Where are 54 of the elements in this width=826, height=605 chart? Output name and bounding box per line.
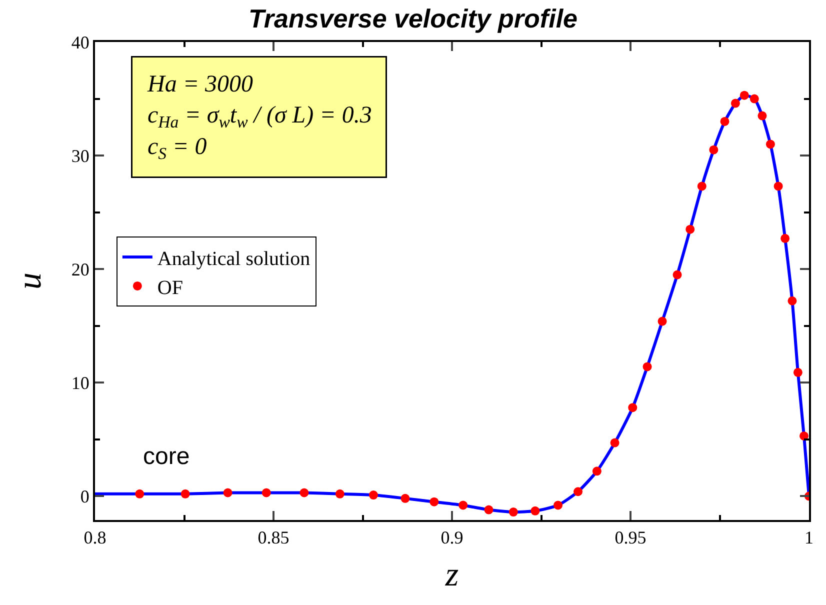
point	[730, 98, 740, 108]
point	[628, 403, 638, 412]
point	[400, 494, 410, 503]
annotation: c$_{Ha}$ = σ$_{w}$t$_{w}$ / (σ L) = 0.3	[148, 102, 372, 132]
annotation: core	[143, 443, 190, 470]
point	[709, 145, 718, 154]
point	[574, 487, 583, 496]
point	[592, 466, 602, 476]
y-axis-title: u	[12, 272, 48, 290]
point	[697, 182, 706, 191]
point	[484, 505, 494, 514]
y-tick-label: 10	[71, 372, 90, 393]
point	[368, 490, 378, 500]
point	[642, 362, 652, 372]
point	[788, 296, 797, 306]
point	[135, 489, 144, 498]
point	[740, 90, 749, 100]
point	[223, 488, 232, 498]
point	[774, 182, 783, 191]
point	[750, 94, 759, 104]
point	[430, 497, 439, 506]
point	[780, 234, 790, 243]
point	[720, 116, 730, 126]
point	[180, 489, 190, 498]
point	[335, 489, 344, 498]
x-tick-label: 0.8	[84, 528, 106, 548]
point	[658, 316, 667, 326]
point	[800, 431, 808, 440]
point	[610, 438, 620, 448]
annotation: c$_{S}$ = 0	[148, 134, 207, 163]
point	[672, 270, 682, 280]
point	[793, 368, 802, 377]
point	[686, 224, 695, 234]
point	[300, 488, 309, 498]
x-axis-title: z	[444, 556, 459, 594]
y-tick-label: 20	[71, 259, 90, 280]
annotation: Ha = 3000	[146, 72, 254, 98]
x-tick-label: 0.95	[614, 528, 646, 548]
point	[766, 140, 775, 149]
point	[530, 506, 540, 516]
y-tick-label: 40	[71, 32, 90, 52]
point	[508, 508, 518, 517]
point	[458, 500, 468, 510]
point	[758, 111, 767, 120]
chart-title: Transverse velocity profile	[248, 3, 578, 34]
point	[262, 488, 271, 498]
x-tick-label: 1	[804, 528, 814, 548]
y-tick-label: 30	[71, 146, 90, 166]
x-tick-label: 0.9	[440, 528, 464, 548]
y-tick-label: 0	[80, 486, 90, 506]
x-tick-label: 0.85	[258, 528, 290, 548]
legend-label: Analytical solution	[157, 248, 310, 270]
legend-label: OF	[157, 276, 183, 299]
point	[554, 500, 563, 510]
